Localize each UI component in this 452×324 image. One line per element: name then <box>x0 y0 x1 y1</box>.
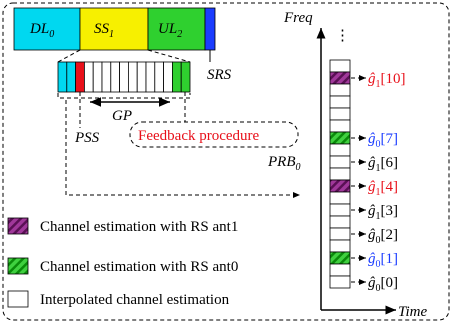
prb-cell <box>329 131 351 145</box>
estimate-label: ĝ1[3] <box>368 203 398 222</box>
legend-label: Interpolated channel estimation <box>40 292 230 308</box>
estimate-index: [0] <box>381 275 399 291</box>
subframe-cell <box>110 61 121 93</box>
estimate-base: ĝ <box>368 179 376 195</box>
pss-label: PSS <box>74 130 100 146</box>
subframe-cell <box>171 61 182 93</box>
ss-label: SS1 <box>94 21 114 40</box>
estimate-label: ĝ0[0] <box>368 275 398 294</box>
legend-swatch <box>7 290 29 308</box>
estimate-label: ĝ0[2] <box>368 227 398 246</box>
feedback-label: Feedback procedure <box>138 128 260 144</box>
estimate-base: ĝ <box>368 71 376 87</box>
subframe-cell <box>66 61 77 93</box>
freq-label: Freq <box>283 10 313 26</box>
prb-cell <box>329 275 351 289</box>
subframe-bracket <box>57 93 191 99</box>
ul-label: UL2 <box>158 21 182 40</box>
estimate-label: ĝ1[10] <box>368 71 406 90</box>
subframe-cell <box>127 61 138 93</box>
subframe-cell <box>57 61 68 93</box>
subframe-cell <box>154 61 165 93</box>
estimate-base: ĝ <box>368 275 376 291</box>
prb-cell <box>329 227 351 241</box>
estimate-label: ĝ1[4] <box>368 179 398 198</box>
estimate-sub: 0 <box>376 139 381 150</box>
subframe-cell <box>136 61 147 93</box>
prb-cell <box>329 239 351 253</box>
estimate-base: ĝ <box>368 227 376 243</box>
srs-segment <box>204 7 216 51</box>
prb-cell <box>329 83 351 97</box>
estimate-sub: 0 <box>376 235 381 246</box>
ellipsis: ⋮ <box>335 28 350 44</box>
legend-swatch <box>7 217 29 235</box>
frame: DL0 SS1 UL2 SRS <box>13 7 232 83</box>
estimate-label: ĝ0[1] <box>368 251 398 270</box>
estimate-index: [3] <box>381 203 399 219</box>
subframe-cell <box>84 61 94 93</box>
prb-cell <box>329 71 351 85</box>
subframe-cell <box>92 61 103 93</box>
prb-cell <box>329 215 351 229</box>
subframe-cell <box>101 61 112 93</box>
subframe-cell <box>163 61 173 93</box>
prb-cell <box>329 155 351 169</box>
estimate-path <box>65 100 300 198</box>
legend-label: Channel estimation with RS ant1 <box>40 219 238 235</box>
estimate-index: [1] <box>381 251 399 267</box>
subframe-cell <box>75 61 85 93</box>
prb-cell <box>329 263 351 277</box>
estimate-sub: 1 <box>376 163 381 174</box>
estimate-sub: 1 <box>376 187 381 198</box>
zoom-lines <box>57 49 191 63</box>
feedback-box <box>129 121 299 148</box>
estimate-base: ĝ <box>368 251 376 267</box>
estimate-label: ĝ0[7] <box>368 131 398 150</box>
prb-cell <box>329 143 351 157</box>
estimate-base: ĝ <box>368 203 376 219</box>
estimate-base: ĝ <box>368 131 376 147</box>
prb-cell <box>329 107 351 121</box>
dl-segment <box>13 7 81 51</box>
prb-cell <box>329 191 351 205</box>
prb-cell <box>329 203 351 217</box>
estimate-base: ĝ <box>368 155 376 171</box>
estimate-index: [2] <box>381 227 399 243</box>
estimate-label: ĝ1[6] <box>368 155 398 174</box>
prb-cell <box>329 59 351 73</box>
subframe <box>57 61 191 93</box>
outer-border <box>2 2 450 321</box>
prb-cell <box>329 251 351 265</box>
time-label: Time <box>398 304 428 320</box>
estimate-index: [10] <box>381 71 406 87</box>
ss-segment <box>79 7 149 51</box>
prb-cell <box>329 167 351 181</box>
subframe-cell <box>180 61 191 93</box>
gp-label: GP <box>112 108 132 124</box>
estimate-index: [6] <box>381 155 399 171</box>
prb-cell <box>329 179 351 193</box>
estimate-sub: 0 <box>376 283 381 294</box>
estimate-index: [7] <box>381 131 399 147</box>
estimate-sub: 1 <box>376 211 381 222</box>
subframe-cell <box>119 61 129 93</box>
legend: Channel estimation with RS ant1 Channel … <box>7 217 238 308</box>
legend-swatch <box>7 257 29 275</box>
prb-cell <box>329 95 351 109</box>
srs-label: SRS <box>207 67 232 83</box>
prb-cell <box>329 119 351 133</box>
subframe-cell <box>145 61 156 93</box>
prb-column: ĝ1[10]ĝ0[7]ĝ1[6]ĝ1[4]ĝ1[3]ĝ0[2]ĝ0[1]ĝ0[0… <box>329 59 406 294</box>
estimate-sub: 1 <box>376 79 381 90</box>
legend-label: Channel estimation with RS ant0 <box>40 259 238 275</box>
estimate-sub: 0 <box>376 259 381 270</box>
prb-label: PRB0 <box>267 154 301 173</box>
dl-label: DL0 <box>29 21 54 40</box>
estimate-index: [4] <box>381 179 399 195</box>
